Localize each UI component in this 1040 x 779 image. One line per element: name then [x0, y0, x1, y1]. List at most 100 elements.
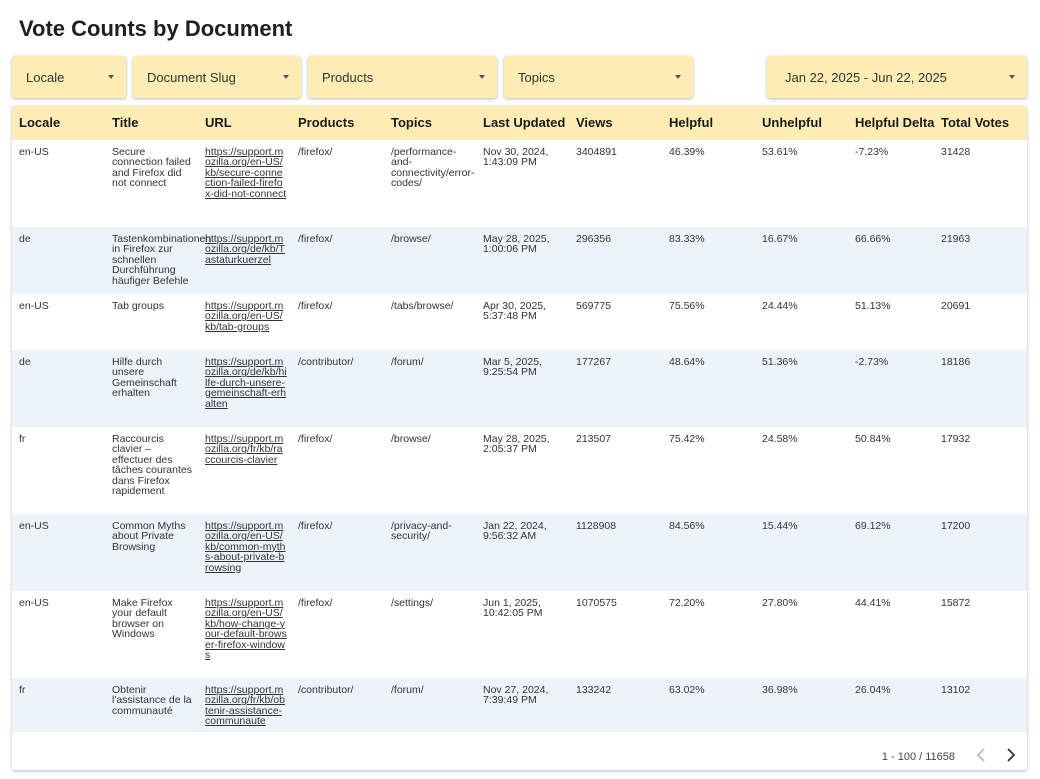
cell-locale: en-US	[19, 146, 49, 158]
document-link[interactable]: https://support.mozilla.org/de/kb/hilfe-…	[205, 356, 287, 410]
cell-title: Make Firefox your default browser on Win…	[112, 597, 173, 641]
locale-filter[interactable]: Locale	[12, 56, 126, 98]
column-header-topics[interactable]: Topics	[391, 115, 432, 130]
vote-counts-table: Locale Title URL Products Topics Last Updated…	[12, 106, 1027, 770]
cell-total-votes: 20691	[941, 300, 971, 312]
column-header-title[interactable]: Title	[112, 115, 139, 130]
cell-url: https://support.mozilla.org/fr/kb/obteni…	[205, 685, 287, 727]
cell-products: /contributor/	[298, 356, 354, 368]
table-row: en-US Tab groups https://support.mozilla.o…	[12, 294, 1027, 350]
document-link[interactable]: https://support.mozilla.org/fr/kb/obteni…	[205, 684, 285, 728]
cell-total-votes: 15872	[941, 597, 971, 609]
column-header-views[interactable]: Views	[576, 115, 613, 130]
caret-down-icon	[1009, 75, 1015, 79]
cell-helpful-delta: 51.13%	[855, 300, 891, 312]
cell-helpful-delta: 66.66%	[855, 233, 891, 245]
cell-unhelpful: 51.36%	[762, 356, 798, 368]
cell-locale: en-US	[19, 597, 49, 609]
cell-url: https://support.mozilla.org/en-US/kb/com…	[205, 521, 287, 573]
cell-total-votes: 17200	[941, 520, 971, 532]
cell-helpful-delta: 26.04%	[855, 684, 891, 696]
date-range-picker[interactable]: Jan 22, 2025 - Jun 22, 2025	[767, 56, 1027, 98]
cell-locale: fr	[19, 433, 26, 445]
cell-unhelpful: 36.98%	[762, 684, 798, 696]
cell-helpful-delta: -2.73%	[855, 356, 889, 368]
cell-helpful: 75.42%	[669, 433, 705, 445]
column-header-products[interactable]: Products	[298, 115, 355, 130]
cell-products: /firefox/	[298, 520, 333, 532]
column-header-unhelpful[interactable]: Unhelpful	[762, 115, 822, 130]
cell-helpful-delta: 50.84%	[855, 433, 891, 445]
cell-helpful-delta: 69.12%	[855, 520, 891, 532]
cell-helpful: 48.64%	[669, 356, 705, 368]
cell-last-updated: Nov 30, 2024, 1:43:09 PM	[483, 146, 549, 169]
cell-url: https://support.mozilla.org/en-US/kb/how…	[205, 597, 287, 662]
cell-helpful: 63.02%	[669, 684, 705, 696]
cell-unhelpful: 24.58%	[762, 433, 798, 445]
table-row: de Hilfe durch unsere Gemeinschaft erhalt…	[12, 350, 1027, 427]
caret-down-icon	[479, 75, 485, 79]
cell-views: 213507	[576, 433, 612, 445]
cell-views: 177267	[576, 356, 612, 368]
cell-last-updated: May 28, 2025, 2:05:37 PM	[483, 433, 550, 456]
cell-unhelpful: 53.61%	[762, 146, 798, 158]
cell-locale: en-US	[19, 520, 49, 532]
cell-total-votes: 17932	[941, 433, 971, 445]
cell-title: Secure connection failed and Firefox did…	[112, 146, 191, 190]
cell-views: 569775	[576, 300, 612, 312]
document-slug-filter[interactable]: Document Slug	[133, 56, 301, 98]
date-range-label: Jan 22, 2025 - Jun 22, 2025	[785, 69, 947, 85]
column-header-total-votes[interactable]: Total Votes	[941, 115, 1010, 130]
products-filter[interactable]: Products	[308, 56, 497, 98]
document-link[interactable]: https://support.mozilla.org/en-US/kb/com…	[205, 520, 286, 574]
cell-last-updated: May 28, 2025, 1:00:06 PM	[483, 233, 550, 256]
cell-url: https://support.mozilla.org/en-US/kb/sec…	[205, 147, 287, 199]
cell-locale: en-US	[19, 300, 49, 312]
cell-total-votes: 21963	[941, 233, 971, 245]
cell-views: 1128908	[576, 520, 617, 532]
pagination-range: 1 - 100 / 11658	[881, 751, 955, 763]
column-header-helpful[interactable]: Helpful	[669, 115, 714, 130]
cell-total-votes: 13102	[941, 684, 971, 696]
cell-topics: /settings/	[391, 597, 434, 609]
column-header-helpful-delta[interactable]: Helpful Delta	[855, 115, 935, 130]
chevron-right-icon[interactable]	[1001, 746, 1019, 764]
cell-helpful-delta: -7.23%	[855, 146, 889, 158]
cell-locale: de	[19, 356, 31, 368]
chevron-left-icon[interactable]	[973, 746, 991, 764]
cell-products: /firefox/	[298, 146, 333, 158]
cell-unhelpful: 27.80%	[762, 597, 798, 609]
cell-helpful: 84.56%	[669, 520, 705, 532]
cell-url: https://support.mozilla.org/en-US/kb/tab…	[205, 301, 287, 332]
table-body[interactable]: en-US Secure connection failed and Firefo…	[12, 140, 1027, 732]
table-header: Locale Title URL Products Topics Last Updated…	[12, 106, 1027, 140]
cell-total-votes: 31428	[941, 146, 971, 158]
cell-helpful: 75.56%	[669, 300, 705, 312]
pagination: 1 - 100 / 11658	[12, 732, 1027, 770]
cell-products: /firefox/	[298, 233, 333, 245]
document-link[interactable]: https://support.mozilla.org/fr/kb/raccou…	[205, 433, 284, 466]
document-link[interactable]: https://support.mozilla.org/en-US/kb/how…	[205, 597, 287, 662]
cell-products: /firefox/	[298, 300, 333, 312]
topics-filter[interactable]: Topics	[504, 56, 693, 98]
cell-products: /firefox/	[298, 433, 333, 445]
cell-url: https://support.mozilla.org/de/kb/hilfe-…	[205, 357, 287, 409]
cell-topics: /performance-and-connectivity/error-code…	[391, 146, 475, 190]
table-row: de Tastenkombinationen in Firefox zur sch…	[12, 227, 1027, 294]
cell-title: Common Myths about Private Browsing	[112, 520, 186, 553]
column-header-url[interactable]: URL	[205, 115, 232, 130]
cell-title: Obtenir l'assistance de la communauté	[112, 684, 192, 717]
document-link[interactable]: https://support.mozilla.org/en-US/kb/sec…	[205, 146, 287, 200]
cell-topics: /tabs/browse/	[391, 300, 454, 312]
caret-down-icon	[283, 75, 289, 79]
cell-products: /contributor/	[298, 684, 354, 696]
column-header-last-updated[interactable]: Last Updated	[483, 115, 566, 130]
cell-unhelpful: 24.44%	[762, 300, 798, 312]
document-link[interactable]: https://support.mozilla.org/en-US/kb/tab…	[205, 300, 284, 333]
locale-filter-label: Locale	[26, 69, 65, 85]
cell-topics: /forum/	[391, 684, 424, 696]
cell-views: 296356	[576, 233, 612, 245]
cell-helpful: 46.39%	[669, 146, 705, 158]
document-link[interactable]: https://support.mozilla.org/de/kb/Tastat…	[205, 233, 285, 266]
column-header-locale[interactable]: Locale	[19, 115, 61, 130]
